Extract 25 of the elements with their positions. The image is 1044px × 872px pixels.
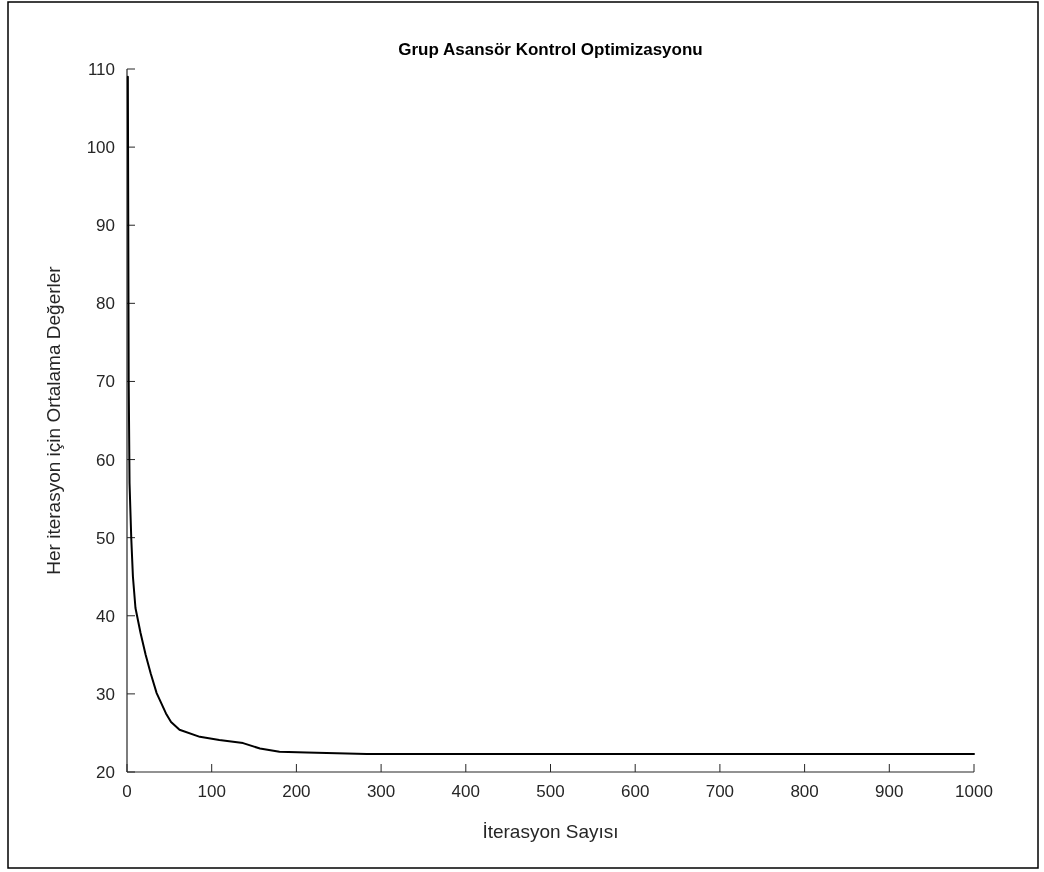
x-axis-title: İterasyon Sayısı xyxy=(482,821,619,842)
y-tick-label: 60 xyxy=(96,450,115,470)
x-tick-label: 600 xyxy=(621,782,650,801)
y-tick-label: 90 xyxy=(96,216,115,236)
y-tick-label: 100 xyxy=(86,138,115,158)
chart-title: Grup Asansör Kontrol Optimizasyonu xyxy=(398,40,703,59)
x-tick-label: 500 xyxy=(536,782,565,801)
x-tick-label: 0 xyxy=(122,782,132,801)
x-tick-label: 400 xyxy=(451,782,480,801)
y-tick-label: 20 xyxy=(96,763,115,782)
y-axis-title: Her iterasyon için Ortalama Değerler xyxy=(43,265,64,575)
y-tick-label: 70 xyxy=(96,372,115,392)
y-tick-label: 30 xyxy=(96,684,115,704)
x-tick-label: 900 xyxy=(875,782,904,801)
y-tick-label: 110 xyxy=(87,60,115,79)
x-tick-label: 100 xyxy=(197,782,226,801)
x-tick-label: 200 xyxy=(282,782,311,801)
line-series xyxy=(126,75,975,756)
y-tick-label: 80 xyxy=(96,294,115,314)
x-tick-label: 700 xyxy=(705,782,735,801)
y-tick-label: 50 xyxy=(96,528,115,548)
x-tick-label: 300 xyxy=(366,782,396,801)
y-tick-label: 40 xyxy=(96,606,115,626)
x-tick-label: 800 xyxy=(790,782,819,801)
x-tick-label: 1000 xyxy=(955,782,993,801)
